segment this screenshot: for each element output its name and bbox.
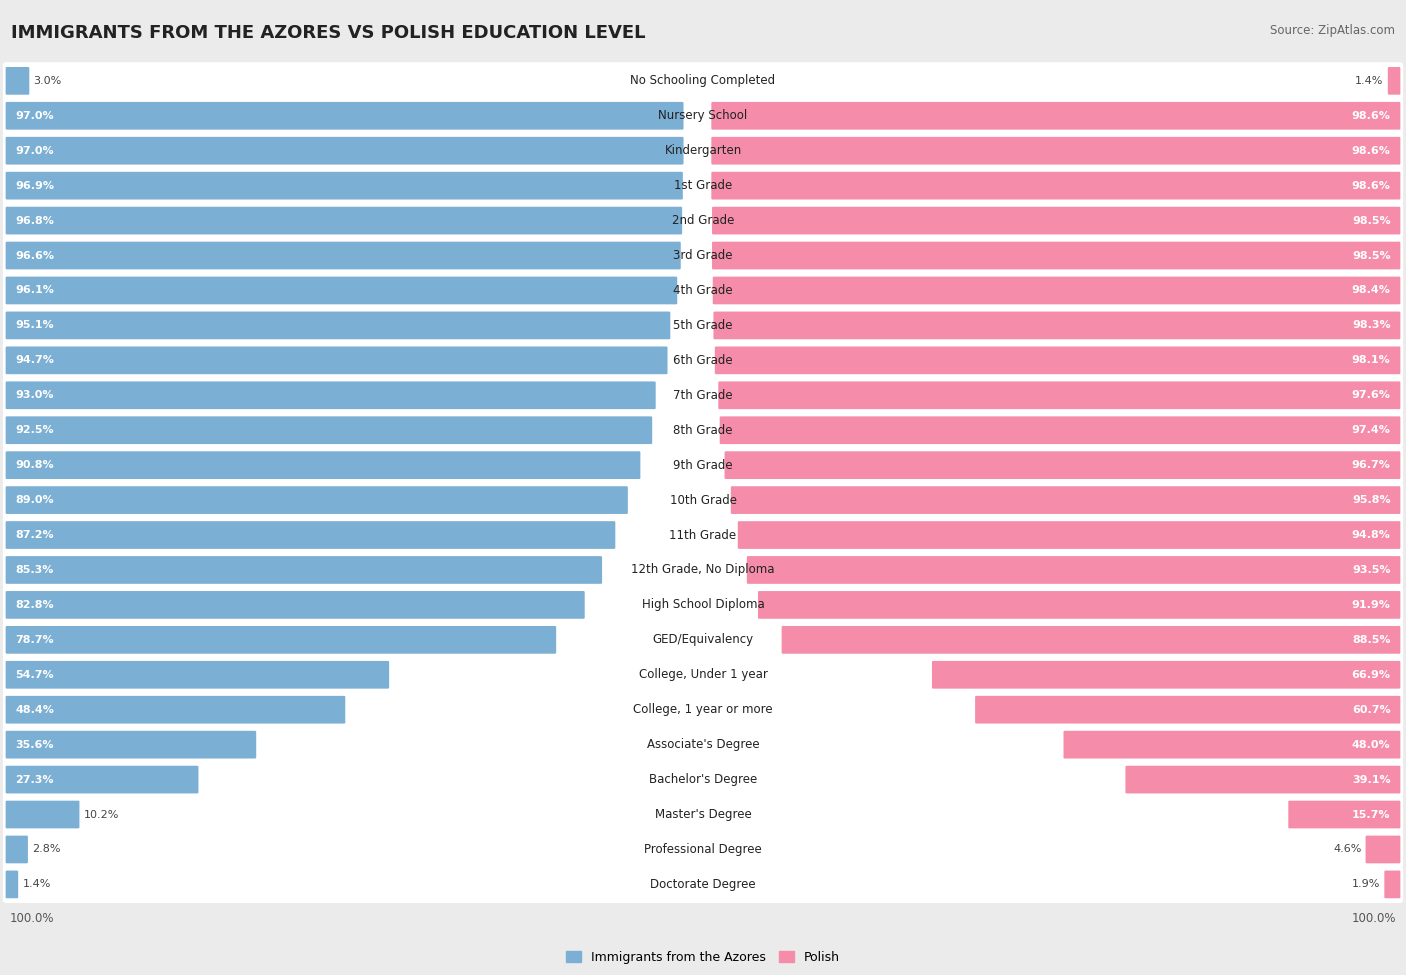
- Text: 90.8%: 90.8%: [15, 460, 53, 470]
- Text: 91.9%: 91.9%: [1351, 600, 1391, 610]
- Text: 12th Grade, No Diploma: 12th Grade, No Diploma: [631, 564, 775, 576]
- Text: 96.6%: 96.6%: [15, 251, 55, 260]
- Text: Associate's Degree: Associate's Degree: [647, 738, 759, 751]
- Text: 89.0%: 89.0%: [15, 495, 53, 505]
- Legend: Immigrants from the Azores, Polish: Immigrants from the Azores, Polish: [567, 951, 839, 964]
- Text: 94.8%: 94.8%: [1351, 530, 1391, 540]
- Text: 93.5%: 93.5%: [1353, 565, 1391, 575]
- Text: 48.0%: 48.0%: [1353, 740, 1391, 750]
- Text: 6th Grade: 6th Grade: [673, 354, 733, 367]
- Text: 94.7%: 94.7%: [15, 355, 55, 366]
- Text: Professional Degree: Professional Degree: [644, 843, 762, 856]
- Text: 10.2%: 10.2%: [83, 809, 120, 820]
- Text: 98.6%: 98.6%: [1351, 145, 1391, 156]
- Text: 98.5%: 98.5%: [1353, 215, 1391, 225]
- Text: 10th Grade: 10th Grade: [669, 493, 737, 507]
- Text: College, 1 year or more: College, 1 year or more: [633, 703, 773, 717]
- Text: 35.6%: 35.6%: [15, 740, 53, 750]
- Text: Kindergarten: Kindergarten: [665, 144, 741, 157]
- Text: 85.3%: 85.3%: [15, 565, 53, 575]
- Text: Master's Degree: Master's Degree: [655, 808, 751, 821]
- Text: 2nd Grade: 2nd Grade: [672, 214, 734, 227]
- Text: 97.6%: 97.6%: [1351, 390, 1391, 401]
- Text: 4.6%: 4.6%: [1333, 844, 1361, 854]
- Text: 1st Grade: 1st Grade: [673, 179, 733, 192]
- Text: 96.1%: 96.1%: [15, 286, 55, 295]
- Text: Doctorate Degree: Doctorate Degree: [650, 878, 756, 891]
- Text: 93.0%: 93.0%: [15, 390, 53, 401]
- Text: 98.6%: 98.6%: [1351, 111, 1391, 121]
- Text: 3rd Grade: 3rd Grade: [673, 249, 733, 262]
- Text: 1.4%: 1.4%: [1355, 76, 1384, 86]
- Text: High School Diploma: High School Diploma: [641, 599, 765, 611]
- Text: 96.9%: 96.9%: [15, 180, 55, 191]
- Text: 100.0%: 100.0%: [1351, 912, 1396, 924]
- Text: College, Under 1 year: College, Under 1 year: [638, 668, 768, 682]
- Text: 15.7%: 15.7%: [1353, 809, 1391, 820]
- Text: 1.9%: 1.9%: [1351, 879, 1381, 889]
- Text: 96.7%: 96.7%: [1351, 460, 1391, 470]
- Text: 98.1%: 98.1%: [1351, 355, 1391, 366]
- Text: Nursery School: Nursery School: [658, 109, 748, 122]
- Text: No Schooling Completed: No Schooling Completed: [630, 74, 776, 88]
- Text: 5th Grade: 5th Grade: [673, 319, 733, 332]
- Text: 7th Grade: 7th Grade: [673, 389, 733, 402]
- Text: 96.8%: 96.8%: [15, 215, 55, 225]
- Text: 78.7%: 78.7%: [15, 635, 53, 644]
- Text: 95.8%: 95.8%: [1353, 495, 1391, 505]
- Text: 3.0%: 3.0%: [34, 76, 62, 86]
- Text: 4th Grade: 4th Grade: [673, 284, 733, 297]
- Text: 98.3%: 98.3%: [1353, 321, 1391, 331]
- Text: 48.4%: 48.4%: [15, 705, 55, 715]
- Text: 60.7%: 60.7%: [1353, 705, 1391, 715]
- Text: Source: ZipAtlas.com: Source: ZipAtlas.com: [1270, 24, 1395, 37]
- Text: 27.3%: 27.3%: [15, 774, 53, 785]
- Text: GED/Equivalency: GED/Equivalency: [652, 634, 754, 646]
- Text: IMMIGRANTS FROM THE AZORES VS POLISH EDUCATION LEVEL: IMMIGRANTS FROM THE AZORES VS POLISH EDU…: [11, 24, 645, 42]
- Text: 98.4%: 98.4%: [1351, 286, 1391, 295]
- Text: 1.4%: 1.4%: [22, 879, 51, 889]
- Text: 82.8%: 82.8%: [15, 600, 53, 610]
- Text: Bachelor's Degree: Bachelor's Degree: [650, 773, 756, 786]
- Text: 88.5%: 88.5%: [1353, 635, 1391, 644]
- Text: 97.4%: 97.4%: [1351, 425, 1391, 435]
- Text: 97.0%: 97.0%: [15, 145, 53, 156]
- Text: 39.1%: 39.1%: [1353, 774, 1391, 785]
- Text: 9th Grade: 9th Grade: [673, 458, 733, 472]
- Text: 11th Grade: 11th Grade: [669, 528, 737, 541]
- Text: 98.5%: 98.5%: [1353, 251, 1391, 260]
- Text: 95.1%: 95.1%: [15, 321, 53, 331]
- Text: 92.5%: 92.5%: [15, 425, 53, 435]
- Text: 87.2%: 87.2%: [15, 530, 53, 540]
- Text: 2.8%: 2.8%: [32, 844, 60, 854]
- Text: 98.6%: 98.6%: [1351, 180, 1391, 191]
- Text: 100.0%: 100.0%: [10, 912, 55, 924]
- Text: 97.0%: 97.0%: [15, 111, 53, 121]
- Text: 54.7%: 54.7%: [15, 670, 53, 680]
- Text: 66.9%: 66.9%: [1351, 670, 1391, 680]
- Text: 8th Grade: 8th Grade: [673, 424, 733, 437]
